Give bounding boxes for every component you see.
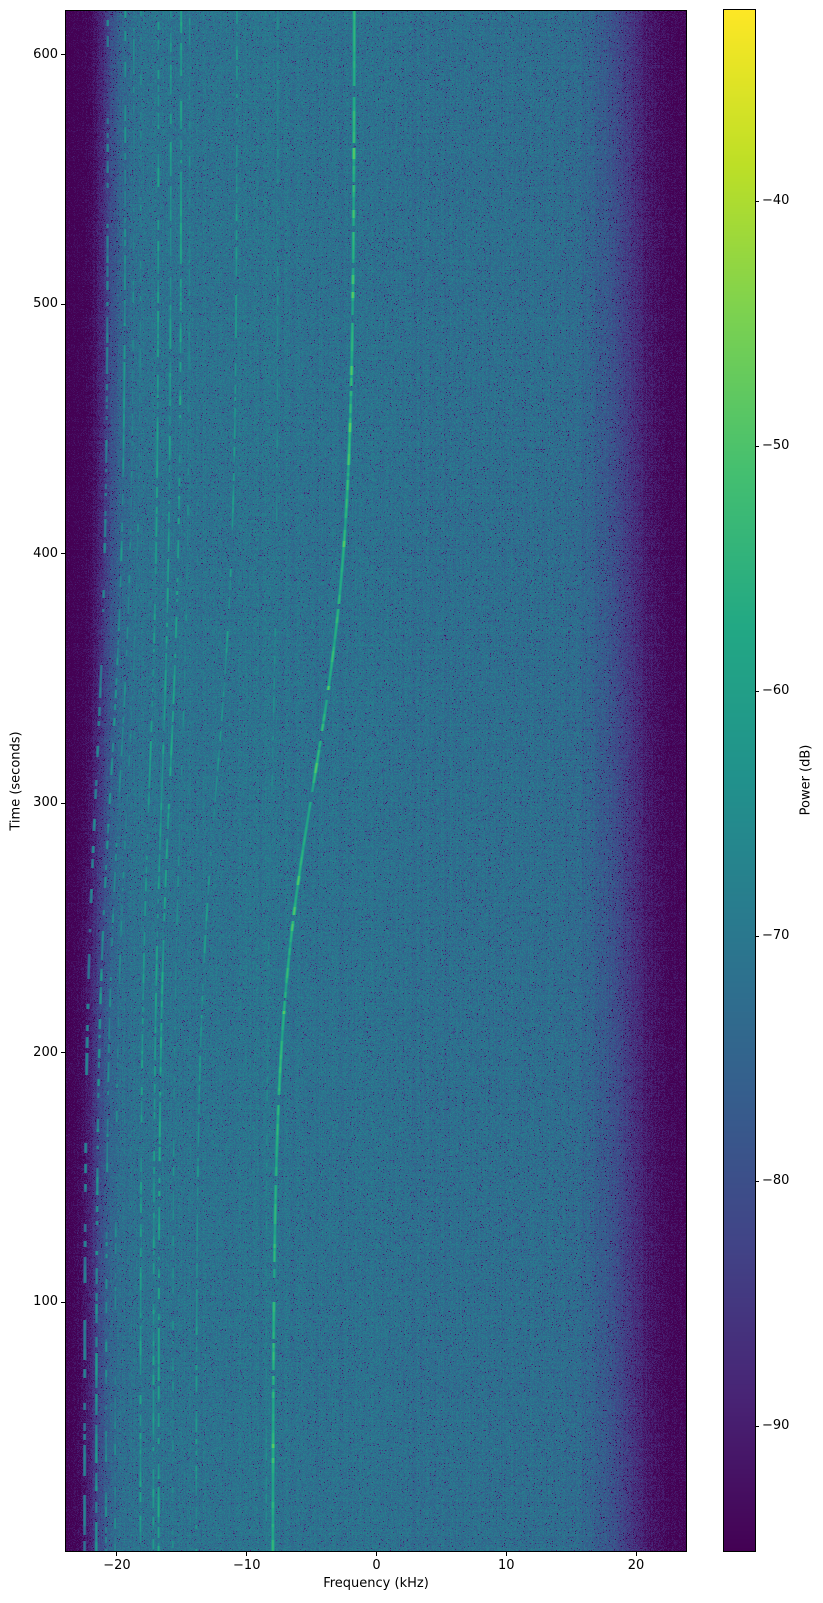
colorbar-gradient — [724, 10, 755, 1551]
colorbar-tick-mark — [755, 935, 759, 937]
y-tick-mark — [61, 1052, 66, 1054]
colorbar-tick-mark — [755, 445, 759, 447]
y-axis-label: Time (seconds) — [8, 731, 24, 831]
colorbar-tick-label: −90 — [762, 1418, 790, 1434]
colorbar-tick-label: −40 — [762, 193, 790, 209]
y-tick-label: 100 — [33, 1294, 58, 1310]
colorbar-tick-label: −50 — [762, 438, 790, 454]
y-tick-label: 400 — [33, 545, 58, 561]
colorbar-tick-mark — [755, 1425, 759, 1427]
y-tick-mark — [61, 303, 66, 305]
y-tick-label: 300 — [33, 795, 58, 811]
y-tick-mark — [61, 553, 66, 555]
x-tick-label: −10 — [233, 1558, 261, 1573]
x-tick-label: 20 — [627, 1558, 645, 1573]
colorbar-tick-mark — [755, 200, 759, 202]
x-tick-mark — [505, 1552, 507, 1556]
x-tick-label: 0 — [372, 1558, 381, 1573]
y-tick-mark — [61, 1301, 66, 1303]
colorbar-tick-label: −60 — [762, 683, 790, 699]
y-tick-mark — [61, 54, 66, 56]
y-tick-mark — [61, 802, 66, 804]
x-axis-label: Frequency (kHz) — [323, 1576, 429, 1591]
spectrogram-heatmap — [66, 11, 686, 1552]
y-tick-label: 500 — [33, 296, 58, 312]
colorbar-tick-mark — [755, 1180, 759, 1182]
x-tick-label: 10 — [497, 1558, 515, 1573]
x-tick-mark — [635, 1552, 637, 1556]
colorbar-tick-label: −70 — [762, 928, 790, 944]
y-tick-label: 600 — [33, 46, 58, 62]
x-tick-label: −20 — [103, 1558, 131, 1573]
colorbar-label: Power (dB) — [798, 744, 814, 816]
colorbar-tick-mark — [755, 690, 759, 692]
x-tick-mark — [116, 1552, 118, 1556]
x-tick-mark — [246, 1552, 248, 1556]
y-tick-label: 200 — [33, 1044, 58, 1060]
x-tick-mark — [376, 1552, 378, 1556]
colorbar-tick-label: −80 — [762, 1173, 790, 1189]
